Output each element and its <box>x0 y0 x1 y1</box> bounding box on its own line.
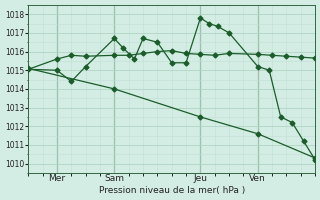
X-axis label: Pression niveau de la mer( hPa ): Pression niveau de la mer( hPa ) <box>99 186 245 195</box>
